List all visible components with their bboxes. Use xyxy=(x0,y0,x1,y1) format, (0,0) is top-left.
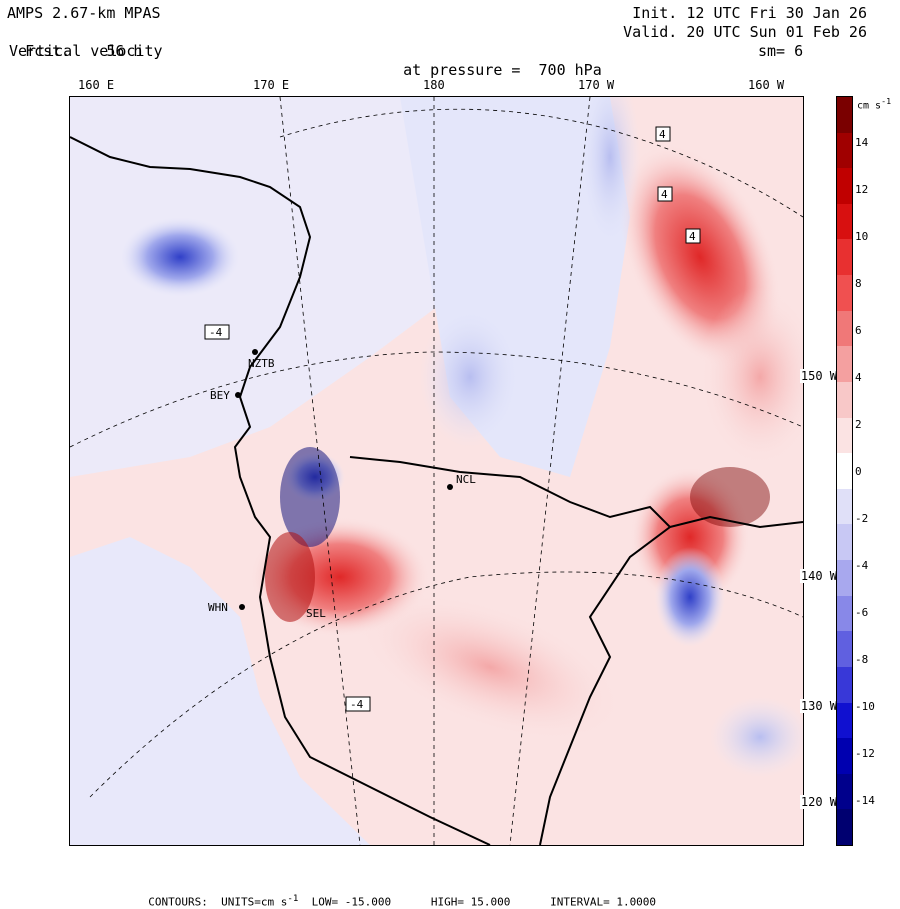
positive-band-east xyxy=(700,287,803,467)
contour-label-pos4: 4 xyxy=(689,230,696,243)
colorbar-segment xyxy=(837,381,852,419)
contour-label-pos4: 4 xyxy=(659,128,666,141)
colorbar-units-text: cm s xyxy=(857,100,882,112)
lat-label-140w: 140 W xyxy=(799,569,838,583)
strong-cell-transantarctic xyxy=(280,447,340,547)
lon-label-170w: 170 W xyxy=(578,78,615,92)
colorbar-segment xyxy=(837,168,852,205)
colorbar-segment xyxy=(837,453,852,490)
pressure-value: 700 hPa xyxy=(538,61,602,79)
station-label-nztb: NZTB xyxy=(248,357,275,370)
negative-blob-southeast xyxy=(710,697,803,777)
interval-value: INTERVAL= 1.0000 xyxy=(550,895,657,909)
colorbar-segment xyxy=(837,203,852,240)
colorbar-segment xyxy=(837,488,852,525)
southern-ocean-region xyxy=(70,97,450,477)
lon-label-160e: 160 E xyxy=(78,78,115,92)
colorbar-tick-label: -4 xyxy=(855,559,869,572)
station-dot xyxy=(239,604,245,610)
forecast-hour: Fcst. 56 h xyxy=(7,23,142,61)
colorbar-segment xyxy=(837,560,852,597)
colorbar-tick-label: 0 xyxy=(855,465,862,478)
colorbar-tick-label: 4 xyxy=(855,371,862,384)
negative-band-north xyxy=(580,97,640,247)
colorbar-segment xyxy=(837,275,852,312)
colorbar-tick-label: -14 xyxy=(855,794,875,807)
fcst-value: 56 h xyxy=(106,42,143,60)
station-label-bey: BEY xyxy=(210,389,230,402)
negative-blob-northwest xyxy=(120,217,240,297)
contours-label: CONTOURS: xyxy=(148,895,208,909)
colorbar-tick-label: 2 xyxy=(855,418,862,431)
units-text: UNITS=cm s xyxy=(221,895,288,909)
fcst-label: Fcst. xyxy=(25,42,71,60)
strong-cell-mountains xyxy=(265,532,315,622)
lon-label-160w: 160 W xyxy=(748,78,785,92)
graticule xyxy=(70,97,803,845)
pressure-label: at pressure = xyxy=(403,61,521,79)
station-dot xyxy=(447,484,453,490)
colorbar-tick-label: -12 xyxy=(855,747,875,760)
colorbar-segment xyxy=(837,417,852,454)
colorbar-segment xyxy=(837,809,852,846)
station-label-whn: WHN xyxy=(208,601,228,614)
init-time: Init. 12 UTC Fri 30 Jan 26 xyxy=(632,4,867,22)
valid-time: Valid. 20 UTC Sun 01 Feb 26 xyxy=(623,23,867,41)
colorbar-tick-label: -10 xyxy=(855,700,875,713)
vertical-velocity-field: -4 4 4 4 -4 xyxy=(70,97,803,845)
lat-label-130w: 130 W xyxy=(799,699,838,713)
colorbar-tick-label: 12 xyxy=(855,183,869,196)
station-dot xyxy=(235,392,241,398)
coastline-west xyxy=(70,136,491,845)
colorbar-units-exp: -1 xyxy=(881,96,892,106)
colorbar-segment xyxy=(837,310,852,347)
colorbar xyxy=(836,96,853,846)
contour-labels: -4 4 4 4 -4 xyxy=(204,126,701,712)
coastline-east xyxy=(669,515,803,529)
station-dot xyxy=(252,349,258,355)
model-title: AMPS 2.67-km MPAS xyxy=(7,4,161,22)
colorbar-segment xyxy=(837,595,852,632)
colorbar-units: cm s-1 xyxy=(857,96,891,111)
colorbar-segment xyxy=(837,773,852,810)
high-value: HIGH= 15.000 xyxy=(430,895,511,909)
colorbar-tick-label: -2 xyxy=(855,512,869,525)
contour-label-neg4: -4 xyxy=(350,698,364,711)
contour-label-pos4: 4 xyxy=(661,188,668,201)
negative-blob-east xyxy=(655,547,725,647)
negative-blob-central xyxy=(420,307,520,447)
strong-cell-marie-byrd xyxy=(690,467,770,527)
map-panel: -4 4 4 4 -4 NZTB BEY WHN SEL NCL xyxy=(69,96,804,846)
colorbar-tick-label: 10 xyxy=(855,230,869,243)
colorbar-segment xyxy=(837,702,852,739)
colorbar-tick-label: 14 xyxy=(855,136,869,149)
lat-label-150w: 150 W xyxy=(799,369,838,383)
lon-label-180: 180 xyxy=(423,78,445,92)
colorbar-tick-label: 8 xyxy=(855,277,862,290)
colorbar-tick-label: 6 xyxy=(855,324,862,337)
colorbar-segment xyxy=(837,524,852,561)
station-label-ncl: NCL xyxy=(456,473,476,486)
colorbar-tick-label: -8 xyxy=(855,653,869,666)
colorbar-segment xyxy=(837,346,852,383)
field-name: Vertical velocity xyxy=(9,42,163,60)
pressure-level: at pressure = 700 hPa xyxy=(385,42,602,80)
contours-info: CONTOURS: UNITS=cm s-1 LOW= -15.000 HIGH… xyxy=(135,880,656,909)
colorbar-segment xyxy=(837,631,852,668)
units-exp: -1 xyxy=(287,893,299,904)
lat-label-120w: 120 W xyxy=(799,795,838,809)
colorbar-segment xyxy=(837,97,852,134)
positive-swath-south xyxy=(356,593,624,741)
colorbar-segment xyxy=(837,738,852,775)
contour-label-neg4: -4 xyxy=(209,326,223,339)
ross-ice-shelf-region xyxy=(70,537,370,845)
low-value: LOW= -15.000 xyxy=(311,895,392,909)
colorbar-tick-label: -6 xyxy=(855,606,869,619)
smoothing-value: sm= 6 xyxy=(758,42,804,60)
colorbar-segment xyxy=(837,239,852,276)
colorbar-segment xyxy=(837,666,852,703)
colorbar-segment xyxy=(837,132,852,169)
lon-label-170e: 170 E xyxy=(253,78,290,92)
station-label-sel: SEL xyxy=(306,607,326,620)
